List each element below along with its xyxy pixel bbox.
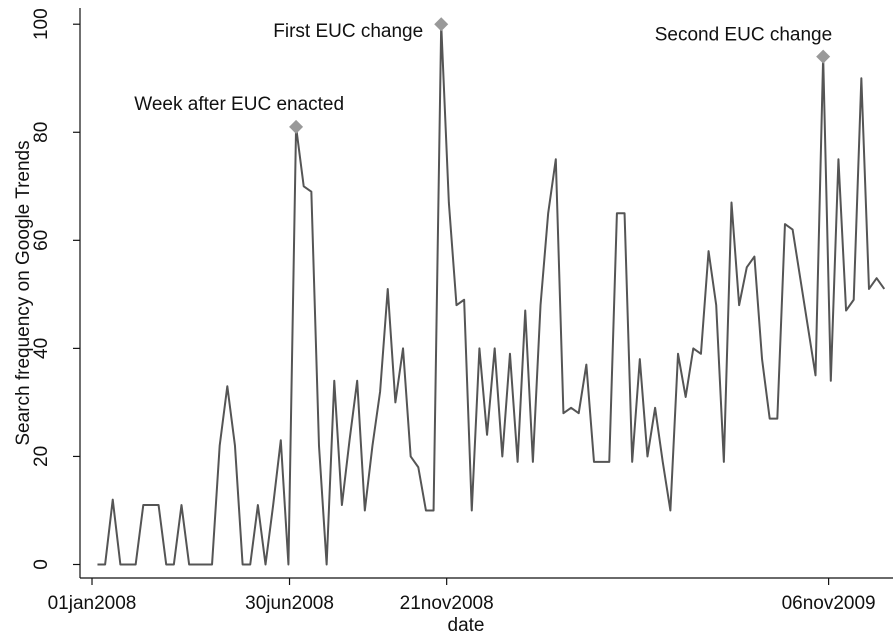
y-tick-label: 20	[31, 446, 52, 467]
y-tick-label: 40	[31, 338, 52, 359]
data-line	[97, 23, 886, 566]
x-tick-label: 30jun2008	[245, 593, 334, 614]
y-tick-label: 60	[31, 230, 52, 251]
annotation-marker	[816, 49, 831, 64]
annotation-marker	[289, 119, 304, 134]
annotation-label: First EUC change	[273, 21, 423, 42]
x-axis-label: date	[448, 615, 485, 636]
annotation-label: Week after EUC enacted	[134, 94, 344, 115]
annotation-marker	[434, 17, 449, 32]
y-tick-label: 100	[31, 8, 52, 40]
y-tick-label: 80	[31, 122, 52, 143]
y-axis-label: Search frequency on Google Trends	[13, 140, 34, 445]
x-tick-label: 21nov2008	[400, 593, 494, 614]
y-tick-label: 0	[31, 559, 52, 570]
x-tick-label: 01jan2008	[48, 593, 137, 614]
annotation-label: Second EUC change	[655, 25, 832, 46]
x-tick-label: 06nov2009	[782, 593, 876, 614]
